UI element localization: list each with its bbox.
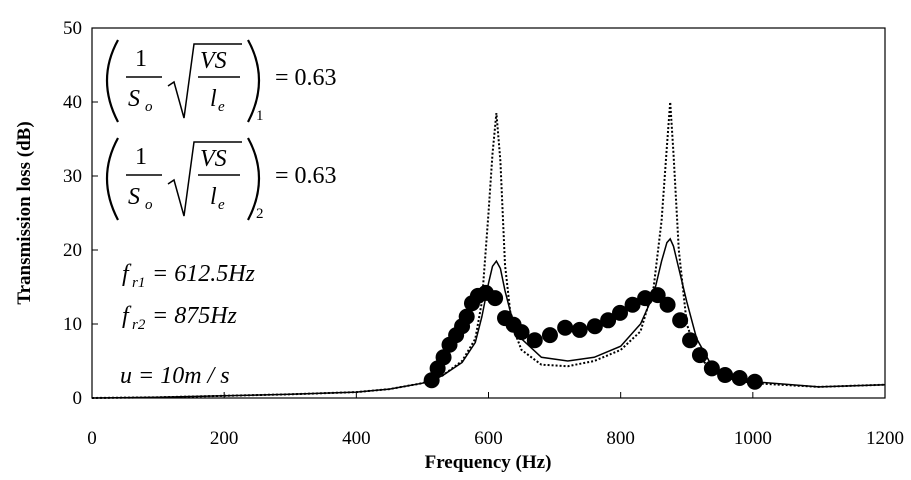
data-point (672, 312, 689, 329)
data-point (731, 370, 748, 387)
y-axis-label: Transmission loss (dB) (14, 121, 35, 304)
data-point (746, 373, 763, 390)
y-tick-label: 10 (63, 314, 82, 335)
denominator: S (128, 86, 140, 112)
data-point (513, 324, 530, 341)
paren-sub: 1 (256, 108, 264, 124)
y-tick-label: 20 (63, 240, 82, 261)
data-point (600, 312, 617, 329)
x-tick-label: 0 (87, 428, 97, 449)
data-point (717, 367, 734, 384)
paren-sub: 2 (256, 206, 264, 222)
data-point (423, 372, 440, 389)
data-point (703, 360, 720, 377)
data-point (659, 296, 676, 313)
y-tick-label: 50 (63, 18, 82, 39)
symbol-sub: r2 (132, 317, 146, 333)
y-tick-label: 0 (73, 388, 83, 409)
radicand-top: VS (200, 48, 227, 74)
radicand-bottom: l (210, 184, 217, 210)
data-point (541, 327, 558, 344)
data-point (682, 332, 699, 349)
x-tick-label: 1200 (866, 428, 904, 449)
x-tick-label: 800 (606, 428, 635, 449)
numerator: 1 (135, 46, 147, 72)
eq-value: = 0.63 (275, 163, 337, 189)
numerator: 1 (135, 144, 147, 170)
radicand-bottom-sub: e (218, 99, 225, 115)
radicand-bottom: l (210, 86, 217, 112)
x-axis-label: Frequency (Hz) (425, 452, 552, 473)
denominator: S (128, 184, 140, 210)
symbol-sub: r1 (132, 275, 145, 291)
data-point (691, 347, 708, 364)
data-point (435, 349, 452, 366)
radicand-bottom-sub: e (218, 197, 225, 213)
sqrt (167, 141, 242, 217)
symbol: f (122, 303, 132, 329)
symbol: u (120, 363, 132, 389)
denominator-sub: o (145, 99, 153, 115)
data-point (571, 321, 588, 338)
data-point (637, 290, 654, 307)
paren (105, 137, 119, 221)
symbol: f (122, 261, 132, 287)
radicand-top: VS (200, 146, 227, 172)
data-point (649, 287, 666, 304)
paren (247, 137, 261, 221)
data-point (487, 290, 504, 307)
data-point (586, 318, 603, 335)
paren (105, 39, 119, 123)
x-tick-label: 1000 (734, 428, 772, 449)
y-tick-label: 30 (63, 166, 82, 187)
sqrt (167, 43, 242, 119)
eq-text: = 612.5Hz (152, 261, 256, 287)
eq-text: = 875Hz (152, 303, 238, 329)
data-point (612, 304, 629, 321)
data-point (526, 332, 543, 349)
data-point (458, 308, 475, 325)
denominator-sub: o (145, 197, 153, 213)
eq-value: = 0.63 (275, 65, 337, 91)
plot: 0 200 400 600 800 1000 1200 0 10 20 30 40 50 (63, 18, 904, 449)
y-tick-label: 40 (63, 92, 82, 113)
x-tick-label: 200 (210, 428, 239, 449)
data-point (624, 296, 641, 313)
data-point (557, 319, 574, 336)
x-tick-label: 600 (474, 428, 503, 449)
paren (247, 39, 261, 123)
eq-text: = 10m / s (138, 363, 230, 389)
x-tick-label: 400 (342, 428, 371, 449)
solid-line (91, 237, 886, 399)
